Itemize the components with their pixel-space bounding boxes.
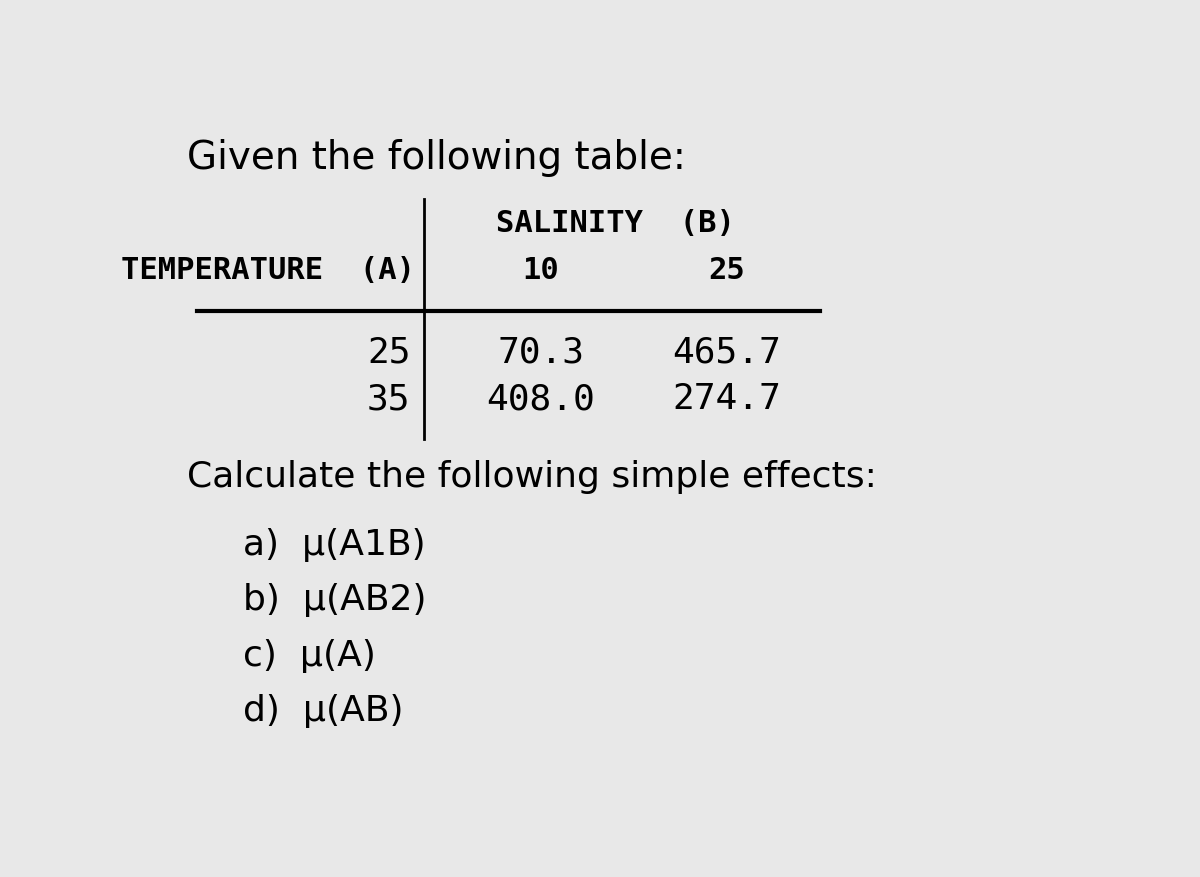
Text: 35: 35 bbox=[367, 382, 410, 416]
Text: TEMPERATURE  (A): TEMPERATURE (A) bbox=[121, 256, 415, 285]
Text: 25: 25 bbox=[708, 256, 745, 285]
Text: d)  μ(AB): d) μ(AB) bbox=[242, 694, 403, 727]
Text: Given the following table:: Given the following table: bbox=[187, 139, 686, 177]
Text: Calculate the following simple effects:: Calculate the following simple effects: bbox=[187, 460, 877, 494]
Text: a)  μ(A1B): a) μ(A1B) bbox=[242, 527, 426, 561]
Text: b)  μ(AB2): b) μ(AB2) bbox=[242, 582, 426, 617]
Text: 465.7: 465.7 bbox=[672, 335, 781, 368]
Text: 70.3: 70.3 bbox=[497, 335, 584, 368]
Text: c)  μ(A): c) μ(A) bbox=[242, 638, 376, 672]
Text: 408.0: 408.0 bbox=[486, 382, 595, 416]
Text: 25: 25 bbox=[367, 335, 410, 368]
Text: SALINITY  (B): SALINITY (B) bbox=[496, 209, 734, 238]
Text: 10: 10 bbox=[522, 256, 559, 285]
Text: 274.7: 274.7 bbox=[672, 382, 781, 416]
